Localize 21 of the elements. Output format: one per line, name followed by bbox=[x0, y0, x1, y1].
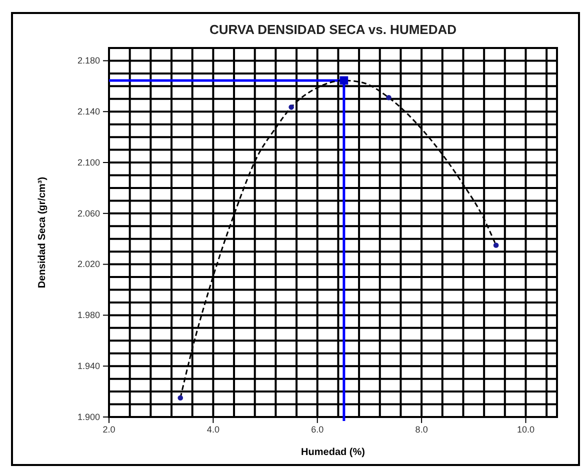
y-tick-label: 2.060 bbox=[77, 208, 100, 218]
point bbox=[178, 395, 184, 401]
point bbox=[288, 104, 294, 110]
x-tick-label: 4.0 bbox=[206, 424, 220, 434]
chart-title: CURVA DENSIDAD SECA vs. HUMEDAD bbox=[209, 22, 457, 37]
y-tick-label: 2.180 bbox=[77, 56, 100, 66]
x-tick-label: 6.0 bbox=[311, 424, 324, 434]
point bbox=[386, 94, 392, 100]
y-tick-label: 1.980 bbox=[77, 310, 100, 320]
x-tick-label: 8.0 bbox=[415, 424, 428, 434]
y-axis-title: Densidad Seca (gr/cm³) bbox=[37, 176, 48, 288]
x-tick-label: 10.0 bbox=[516, 424, 535, 434]
x-axis-title: Humedad (%) bbox=[301, 447, 365, 458]
point bbox=[340, 76, 348, 85]
y-tick-label: 2.100 bbox=[77, 157, 100, 168]
y-tick-label: 2.140 bbox=[77, 106, 100, 116]
y-tick-label: 2.020 bbox=[77, 259, 100, 270]
point bbox=[493, 242, 499, 248]
y-tick-label: 1.900 bbox=[77, 412, 100, 422]
x-tick-label: 2.0 bbox=[102, 424, 116, 434]
y-tick-label: 1.940 bbox=[77, 360, 100, 371]
